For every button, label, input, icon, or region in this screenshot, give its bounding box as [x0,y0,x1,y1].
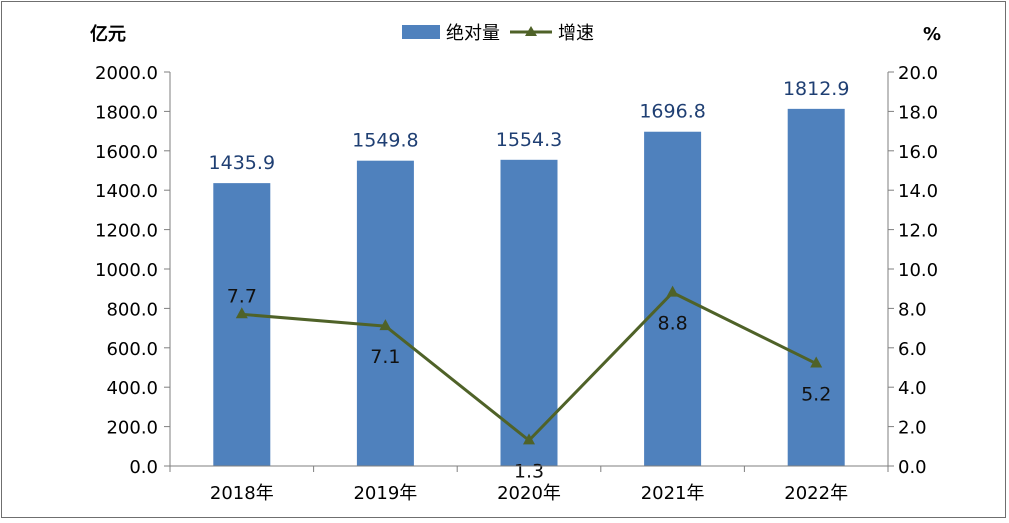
line-marker [235,307,248,319]
right-tick-label: 14.0 [898,181,938,202]
right-tick-label: 2.0 [898,418,927,439]
x-tick-label: 2018年 [210,483,274,504]
left-axis-ticks: 0.0 200.0 400.0 600.0 800.0 1000.0 1200.0 1400.… [95,63,170,478]
right-tick-label: 12.0 [898,221,938,242]
legend-bar-label: 绝对量 [446,23,500,44]
line-marker [523,433,535,445]
line-marker [810,356,823,368]
right-tick-label: 0.0 [898,457,927,478]
left-tick-label: 1600.0 [95,142,158,163]
legend: 绝对量 增速 [402,23,594,44]
left-tick-label: 800.0 [106,299,158,320]
bar-value-label: 1435.9 [209,152,275,174]
left-tick-label: 1800.0 [95,102,158,123]
right-axis-ticks: 0.0 2.0 4.0 6.0 8.0 10.0 12.0 14.0 16.0 18.0 20.0 [888,63,938,478]
left-axis-unit: 亿元 [90,23,126,45]
line-value-label: 1.3 [514,460,544,482]
legend-bar-swatch [402,25,440,39]
bar [787,108,845,466]
bar [213,183,271,467]
bar [356,160,414,467]
bar-series [213,108,845,467]
left-tick-label: 1200.0 [95,221,158,242]
x-tick-label: 2021年 [641,483,705,504]
left-tick-label: 2000.0 [95,63,158,84]
legend-line-marker [525,26,537,36]
x-axis-ticks: 2018年 2019年 2020年 2021年 2022年 [169,466,889,504]
right-tick-label: 6.0 [898,339,927,360]
bar-value-label: 1554.3 [496,129,562,151]
line-marker [666,285,679,297]
bar-value-label: 1549.8 [352,130,418,152]
bar [644,131,702,466]
bar-value-label: 1812.9 [783,78,849,100]
x-tick-label: 2020年 [497,483,561,504]
left-tick-label: 400.0 [106,378,158,399]
left-tick-label: 1000.0 [95,260,158,281]
x-tick-label: 2022年 [784,483,848,504]
left-tick-label: 600.0 [106,339,158,360]
legend-line-label: 增速 [558,23,594,44]
line-value-label: 7.1 [370,346,400,368]
bar [500,159,558,466]
left-tick-label: 0.0 [129,457,158,478]
line-marker [379,319,392,331]
right-tick-label: 18.0 [898,102,938,123]
left-tick-label: 200.0 [106,418,158,439]
left-tick-label: 1400.0 [95,181,158,202]
line-value-label: 8.8 [657,313,687,335]
bar-value-label: 1696.8 [639,101,705,123]
data-labels: 1435.9 1549.8 1554.3 1696.8 1812.9 7.7 7.1 1.3 8… [209,78,850,483]
axes [169,72,889,467]
line-series [235,285,823,445]
right-tick-label: 16.0 [898,142,938,163]
right-tick-label: 8.0 [898,299,927,320]
line-value-label: 7.7 [227,285,257,307]
x-tick-label: 2019年 [353,483,417,504]
right-tick-label: 20.0 [898,63,938,84]
right-tick-label: 4.0 [898,378,927,399]
right-tick-label: 10.0 [898,260,938,281]
line-value-label: 5.2 [801,384,831,406]
right-axis-unit: % [923,24,941,45]
